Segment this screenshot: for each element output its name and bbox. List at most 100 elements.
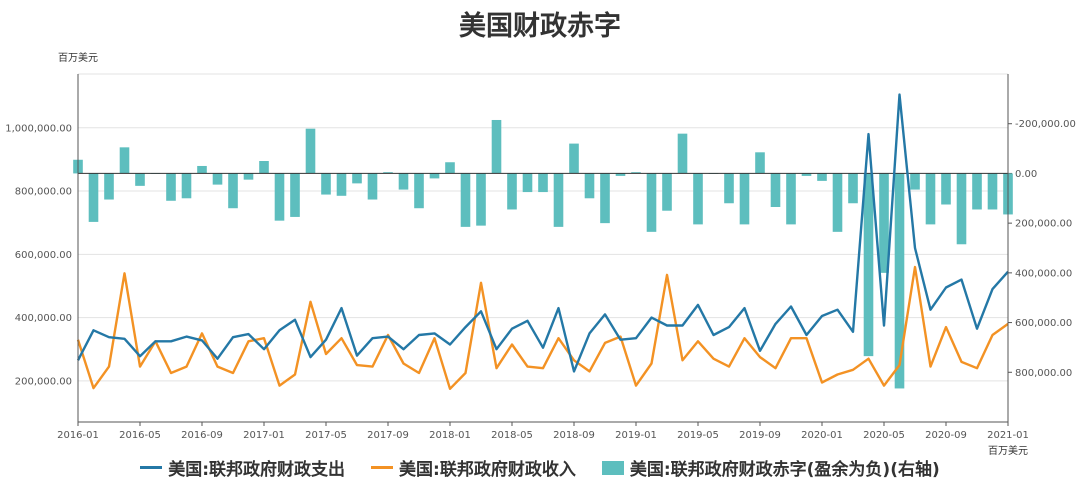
deficit-bar [383,172,393,174]
deficit-bar [832,173,843,232]
deficit-bar [894,173,905,389]
left-tick-label: 800,000.00 [15,187,72,198]
deficit-bar [972,173,982,210]
receipts-line [76,265,1009,390]
legend-swatch-receipts [371,466,394,469]
deficit-bar [135,173,145,186]
deficit-bar [259,161,269,174]
right-tick-label: -200,000.00 [1015,119,1076,130]
left-tick-label: 600,000.00 [15,250,72,261]
deficit-bar [460,173,471,227]
x-tick-label: 2017-05 [305,430,347,441]
right-tick-label: 400,000.00 [1015,268,1072,279]
left-tick-label: 400,000.00 [15,313,72,324]
deficit-bar [553,173,564,227]
legend-item-deficit[interactable]: 美国:联邦政府财政赤字(盈余为负)(右轴) [601,455,940,480]
deficit-bar [352,173,362,184]
deficit-bar [615,173,626,176]
left-axis-unit: 百万美元 [58,53,98,64]
deficit-bar [646,173,657,232]
legend: 美国:联邦政府财政支出 美国:联邦政府财政收入 美国:联邦政府财政赤字(盈余为负… [0,455,1080,480]
deficit-bar [305,128,316,174]
deficit-bar [941,173,951,205]
deficit-bar [584,173,595,199]
right-tick-label: 0.00 [1015,169,1037,180]
deficit-bar [739,173,750,225]
x-tick-label: 2016-05 [119,430,161,441]
x-tick-label: 2020-05 [863,430,905,441]
legend-swatch-deficit [601,460,624,475]
x-tick-label: 2019-05 [677,430,719,441]
deficit-bar [243,173,254,180]
deficit-bar [631,172,641,174]
x-tick-label: 2016-09 [181,430,223,441]
deficit-bar [197,165,207,174]
deficit-bar [321,173,331,195]
x-tick-label: 2017-09 [367,430,409,441]
deficit-bar [507,173,517,210]
x-tick-label: 2016-01 [57,430,99,441]
deficit-bar [724,173,734,204]
deficit-bar [956,173,967,245]
legend-label-deficit: 美国:联邦政府财政赤字(盈余为负)(右轴) [629,460,940,480]
x-tick-label: 2019-09 [739,430,781,441]
deficit-bar [414,173,424,209]
x-tick-label: 2018-01 [429,430,471,441]
right-axis-unit: 百万美元 [988,446,1028,457]
deficit-bar [398,173,409,190]
legend-label-spending: 美国:联邦政府财政支出 [168,460,346,480]
deficit-bar [274,173,285,221]
left-tick-label: 1,000,000.00 [5,123,72,134]
right-tick-label: 600,000.00 [1015,318,1072,329]
deficit-bar [367,173,378,200]
deficit-bar [88,173,99,222]
deficit-bar [476,173,486,226]
deficit-bar [817,173,827,181]
legend-swatch-spending [140,466,163,469]
deficit-bar [181,173,192,199]
deficit-bar [569,143,579,174]
deficit-bar [863,173,874,357]
deficit-bar [538,173,548,193]
deficit-bar [104,173,114,200]
deficit-bar [212,173,223,185]
deficit-bar [336,173,347,196]
deficit-bar [848,173,858,204]
right-tick-label: 200,000.00 [1015,219,1072,230]
deficit-bar [166,173,176,201]
deficit-bar [770,173,781,207]
deficit-bar [600,173,610,224]
deficit-bar [786,173,796,225]
x-tick-label: 2018-05 [491,430,533,441]
left-tick-label: 200,000.00 [15,376,72,387]
deficit-bar [910,173,920,190]
deficit-bar [290,173,300,217]
deficit-bar [429,173,440,179]
x-tick-label: 2020-09 [925,430,967,441]
legend-label-receipts: 美国:联邦政府财政收入 [399,460,576,480]
deficit-bar [801,173,812,176]
deficit-bar [119,147,130,174]
legend-item-receipts[interactable]: 美国:联邦政府财政收入 [371,455,576,480]
deficit-bar [662,173,672,211]
deficit-bar [879,173,889,273]
x-tick-label: 2017-01 [243,430,285,441]
deficit-bar [755,152,765,174]
spending-line [76,93,1009,373]
deficit-bar [445,162,455,174]
x-tick-label: 2021-01 [987,430,1029,441]
deficit-bar [677,133,688,174]
x-tick-label: 2018-09 [553,430,595,441]
deficit-bar [987,173,998,210]
deficit-bar [491,119,502,174]
right-tick-label: 800,000.00 [1015,368,1072,379]
legend-item-spending[interactable]: 美国:联邦政府财政支出 [140,455,345,480]
deficit-bar [693,173,703,225]
chart-title: 美国财政赤字 [459,11,621,42]
deficit-bar [522,173,533,193]
deficit-bar [925,173,936,225]
deficit-bar [228,173,238,209]
x-tick-label: 2020-01 [801,430,843,441]
x-tick-label: 2019-01 [615,430,657,441]
